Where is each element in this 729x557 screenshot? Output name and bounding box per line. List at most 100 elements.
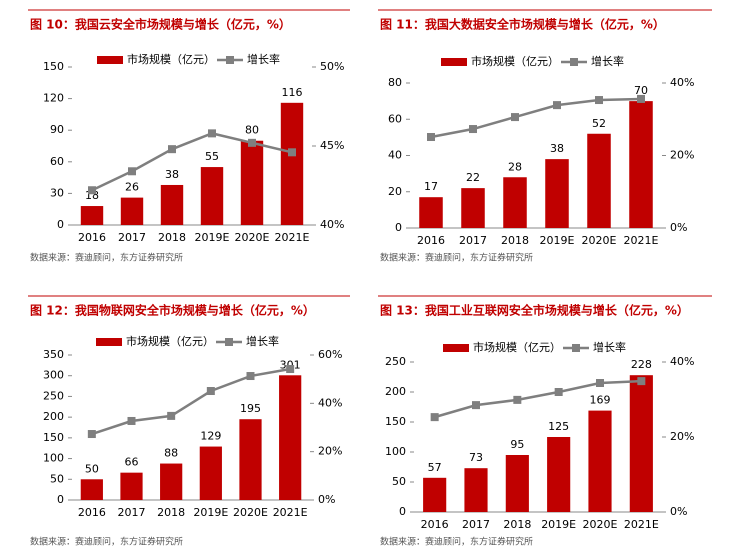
line-marker xyxy=(288,148,296,157)
bar-label: 55 xyxy=(205,150,219,163)
bar xyxy=(547,437,571,512)
chart-title: 图 10：我国云安全市场规模与增长（亿元，%） xyxy=(30,17,291,32)
bar xyxy=(279,375,302,500)
legend-swatch xyxy=(441,58,467,66)
line-marker xyxy=(553,101,561,110)
bar-label: 22 xyxy=(466,171,480,184)
bar xyxy=(160,463,183,500)
source-note: 数据来源：赛迪顾问，东方证券研究所 xyxy=(380,536,533,548)
y2-tick-label: 0% xyxy=(318,493,335,506)
legend-swatch-marker xyxy=(226,56,234,64)
x-tick-label: 2017 xyxy=(118,506,146,519)
y2-tick-label: 40% xyxy=(670,355,694,368)
bar-label: 73 xyxy=(469,451,483,464)
line-marker xyxy=(88,186,96,195)
x-tick-label: 2018 xyxy=(157,506,185,519)
x-tick-label: 2020E xyxy=(582,234,617,247)
y2-tick-label: 20% xyxy=(670,430,694,443)
legend-swatch xyxy=(97,56,123,64)
x-tick-label: 2016 xyxy=(78,231,106,244)
bar xyxy=(629,101,653,228)
bar xyxy=(239,419,262,500)
source-note: 数据来源：赛迪顾问，东方证券研究所 xyxy=(30,536,183,548)
line-marker xyxy=(596,379,604,387)
legend-swatch-marker xyxy=(570,58,578,66)
bar-label: 50 xyxy=(85,462,99,475)
x-tick-label: 2016 xyxy=(417,234,445,247)
bar-label: 38 xyxy=(165,168,179,181)
y2-tick-label: 45% xyxy=(320,139,344,152)
y-tick-label: 100 xyxy=(43,452,64,465)
line-marker xyxy=(430,413,439,422)
bar-label: 26 xyxy=(125,181,139,194)
line-marker xyxy=(469,125,477,134)
line-marker xyxy=(246,372,255,381)
bar xyxy=(505,455,529,512)
legend-label: 增长率 xyxy=(247,52,280,66)
bar xyxy=(588,410,612,512)
bar xyxy=(200,167,224,225)
y-tick-label: 60 xyxy=(388,112,402,125)
bar-label: 116 xyxy=(282,86,303,99)
line-marker xyxy=(208,129,216,138)
legend-label: 市场规模（亿元） xyxy=(127,52,215,66)
y-tick-label: 50 xyxy=(392,475,406,488)
legend-swatch-marker xyxy=(572,344,580,352)
x-tick-label: 2017 xyxy=(118,231,146,244)
line-marker xyxy=(168,145,176,154)
x-tick-label: 2020E xyxy=(233,506,268,519)
x-tick-label: 2021E xyxy=(624,518,659,531)
bar xyxy=(120,197,144,225)
bar xyxy=(423,477,447,512)
line-marker xyxy=(637,377,646,386)
x-tick-label: 2018 xyxy=(158,231,186,244)
line-marker xyxy=(128,167,136,176)
legend-label: 市场规模（亿元） xyxy=(126,334,214,348)
bar-label: 169 xyxy=(590,394,611,407)
x-tick-label: 2016 xyxy=(78,506,106,519)
bar-label: 70 xyxy=(634,84,648,97)
legend-label: 增长率 xyxy=(246,334,279,348)
bar-label: 95 xyxy=(510,438,524,451)
bar xyxy=(629,375,653,512)
y-tick-label: 150 xyxy=(385,415,406,428)
bar xyxy=(587,133,611,228)
y-tick-label: 0 xyxy=(57,493,64,506)
x-tick-label: 2021E xyxy=(624,234,659,247)
bar-label: 88 xyxy=(164,447,178,460)
legend-label: 市场规模（亿元） xyxy=(471,54,559,68)
y-tick-label: 80 xyxy=(388,76,402,89)
bar xyxy=(461,188,485,228)
x-tick-label: 2018 xyxy=(501,234,529,247)
growth-line xyxy=(430,97,642,139)
y-tick-label: 100 xyxy=(385,445,406,458)
y-tick-label: 120 xyxy=(43,92,64,105)
y-tick-label: 200 xyxy=(43,410,64,423)
y-tick-label: 40 xyxy=(388,149,402,162)
legend-swatch xyxy=(96,338,122,346)
y2-tick-label: 20% xyxy=(670,149,694,162)
line-marker xyxy=(87,430,96,439)
bar xyxy=(545,159,569,228)
bar xyxy=(199,446,222,500)
bar-label: 195 xyxy=(240,402,261,415)
chart-title: 图 13：我国工业互联网安全市场规模与增长（亿元，%） xyxy=(380,303,689,318)
growth-line xyxy=(91,367,291,436)
y2-tick-label: 40% xyxy=(670,76,694,89)
bar-label: 66 xyxy=(125,456,139,469)
y2-tick-label: 0% xyxy=(670,221,687,234)
bar xyxy=(120,472,143,500)
line-marker xyxy=(472,401,480,410)
source-note: 数据来源：赛迪顾问，东方证券研究所 xyxy=(380,252,533,264)
x-tick-label: 2019E xyxy=(195,231,230,244)
x-tick-label: 2017 xyxy=(459,234,487,247)
x-tick-label: 2019E xyxy=(193,506,228,519)
y-tick-label: 0 xyxy=(395,221,402,234)
bar-label: 57 xyxy=(428,461,442,474)
line-marker xyxy=(248,138,256,147)
y-tick-label: 200 xyxy=(385,385,406,398)
y2-tick-label: 20% xyxy=(318,445,342,458)
y2-tick-label: 40% xyxy=(320,218,344,231)
y2-tick-label: 40% xyxy=(318,396,342,409)
bar xyxy=(160,184,184,225)
